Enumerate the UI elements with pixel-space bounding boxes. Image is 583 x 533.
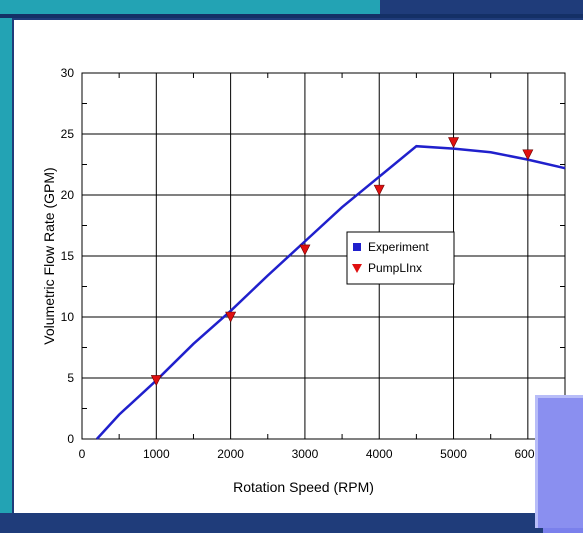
x-tick-label: 6000 bbox=[514, 447, 541, 461]
legend-marker-pumplinx bbox=[352, 264, 362, 273]
legend-marker-experiment bbox=[353, 243, 361, 251]
y-tick-label: 30 bbox=[61, 66, 75, 80]
x-tick-label: 1000 bbox=[143, 447, 170, 461]
legend: Experiment PumpLInx bbox=[346, 231, 455, 285]
pumplinx-point bbox=[522, 149, 534, 161]
y-tick-label: 15 bbox=[61, 249, 75, 263]
series-layer bbox=[95, 137, 566, 440]
legend-box bbox=[346, 231, 455, 285]
x-tick-label: 5000 bbox=[440, 447, 467, 461]
legend-label: Experiment bbox=[368, 240, 429, 254]
x-tick-label: 4000 bbox=[366, 447, 393, 461]
pumplinx-point bbox=[299, 244, 311, 256]
y-tick-label: 0 bbox=[67, 432, 74, 446]
flow-rate-chart: 0 1000 2000 3000 4000 5000 6000 0 5 10 15 20 25 30 Ex… bbox=[41, 66, 566, 495]
y-tick-label: 20 bbox=[61, 188, 75, 202]
x-axis-label: Rotation Speed (RPM) bbox=[233, 479, 374, 495]
plot-frame bbox=[81, 72, 566, 440]
x-tick-label: 3000 bbox=[292, 447, 319, 461]
legend-label: PumpLInx bbox=[368, 261, 422, 275]
x-tick-label: 0 bbox=[79, 447, 86, 461]
pumplinx-point bbox=[448, 137, 460, 149]
y-tick-label: 25 bbox=[61, 127, 75, 141]
series-line-experiment bbox=[95, 144, 566, 440]
y-axis-label: Volumetric Flow Rate (GPM) bbox=[41, 167, 57, 344]
pumplinx-point bbox=[373, 184, 385, 196]
slide-frame-left bbox=[0, 0, 12, 513]
decorative-block bbox=[535, 395, 583, 528]
y-tick-label: 10 bbox=[61, 310, 75, 324]
slide-canvas: 0 1000 2000 3000 4000 5000 6000 0 5 10 15 20 25 30 Ex… bbox=[14, 20, 583, 513]
grid bbox=[82, 73, 565, 439]
pumplinx-point bbox=[225, 311, 237, 323]
slide-frame-top bbox=[0, 0, 380, 14]
axes: 0 1000 2000 3000 4000 5000 6000 0 5 10 15 20 25 30 bbox=[61, 66, 566, 461]
slide-frame-line bbox=[0, 14, 583, 18]
y-tick-label: 5 bbox=[67, 371, 74, 385]
pumplinx-point bbox=[150, 375, 162, 387]
x-tick-label: 2000 bbox=[217, 447, 244, 461]
